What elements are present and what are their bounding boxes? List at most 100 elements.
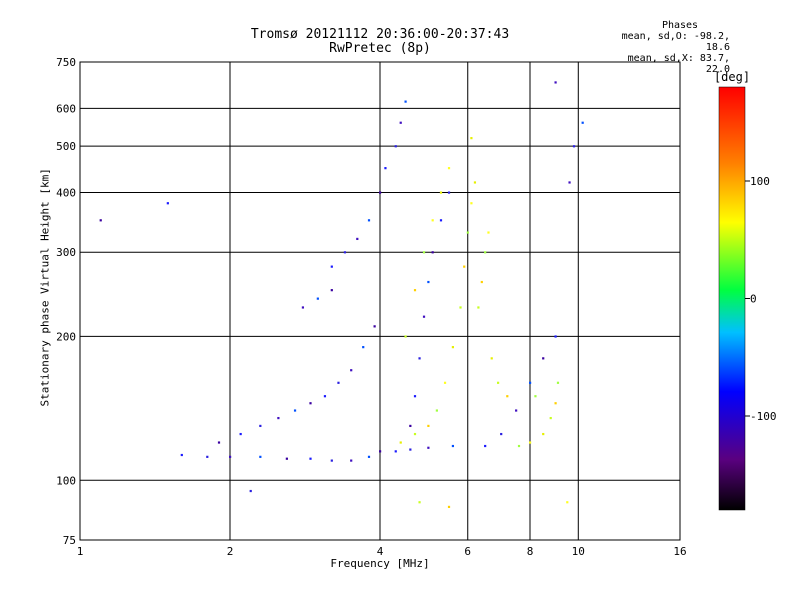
data-point-o [277,416,280,420]
data-point-x [418,501,421,504]
data-point-o [206,455,209,458]
x-tick-label: 6 [464,545,471,558]
y-tick-label: 600 [56,102,76,115]
data-point-o [409,448,412,451]
data-point-x [473,181,477,184]
data-points [99,81,584,509]
data-point-x [422,251,426,254]
plot-frame [79,61,681,541]
data-point-x [534,395,537,398]
data-point-o [337,381,340,384]
data-point-o [379,191,382,194]
data-point-x [490,357,493,360]
data-point-x [542,432,545,436]
data-point-o [447,191,451,194]
data-point-o [362,346,365,349]
data-point-o [309,457,312,460]
y-tick-label: 200 [56,330,76,343]
data-point-x [480,280,483,284]
phase-stats-box: Phases mean, sd,O: -98.2, 18.6 mean, sd,… [600,20,730,75]
data-point-o [259,455,262,458]
x-tick-label: 10 [572,545,585,558]
data-point-x [413,432,417,436]
data-point-x [466,231,469,234]
chart-title: Tromsø 20121112 20:36:00-20:37:43 [250,27,510,42]
data-point-o [356,237,359,241]
chart-subtitle: RwPretec (8p) [329,41,431,56]
data-point-o [451,444,455,448]
data-point-o [249,489,252,493]
data-point-x [447,505,451,509]
data-point-o [309,402,312,405]
colorbar-tick-label: 0 [750,293,757,306]
data-point-o [293,409,297,412]
data-point-x [463,265,466,268]
data-point-x [439,191,443,194]
data-point-x [549,416,552,420]
data-point-o [568,181,571,184]
data-point-o [239,432,242,436]
data-point-x [427,424,430,428]
data-point-o [330,459,333,462]
x-axis-ticks: 1 2 4 6 8 10 16 [77,545,687,558]
x-tick-label: 8 [527,545,534,558]
data-point-o [431,251,434,254]
data-point-o [285,457,288,460]
data-point-o [409,424,412,428]
data-point-o [554,335,557,338]
colorbar-tick-label: -100 [750,410,777,423]
data-point-o [529,381,532,384]
phase-stats-x: mean, sd,X: 83.7, 22.0 [627,53,730,75]
data-point-x [413,289,417,292]
data-point-o [367,219,371,222]
y-axis-label: Stationary phase Virtual Height [km] [38,168,52,407]
data-point-o [373,325,376,328]
data-point-x [496,381,500,384]
data-point-o [217,441,221,444]
y-axis-ticks: 75 100 200 300 400 500 600 750 [56,56,76,547]
data-point-o [515,409,518,412]
data-point-o [554,81,557,84]
data-point-o [439,219,443,222]
data-point-x [517,444,521,448]
data-point-o [484,444,487,448]
data-point-o [427,280,430,284]
x-axis-label: Frequency [MHz] [330,557,430,570]
grid-lines [80,62,680,540]
data-point-o [542,357,545,360]
data-point-x [447,167,451,170]
data-point-x [554,402,557,405]
y-tick-label: 400 [56,186,76,199]
data-point-x [431,219,434,222]
data-point-o [500,432,503,436]
data-point-o [404,100,407,103]
colorbar [718,86,746,511]
data-point-o [166,202,169,205]
data-point-x [435,409,438,412]
data-point-x [529,441,532,444]
y-tick-label: 100 [56,474,76,487]
colorbar-label: [deg] [714,70,750,84]
data-point-x [487,231,490,234]
data-point-x [506,395,509,398]
y-tick-label: 75 [63,534,76,547]
data-point-x [404,335,407,338]
data-point-o [350,369,353,372]
data-point-o [259,424,262,428]
data-point-o [99,219,102,222]
y-tick-label: 750 [56,56,76,69]
data-point-x [477,306,480,309]
data-point-o [330,289,333,292]
data-point-x [443,381,447,384]
phase-stats-header: Phases [661,20,699,31]
data-point-x [556,381,560,384]
data-point-o [418,357,421,360]
data-point-o [413,395,417,398]
data-point-o [394,450,397,453]
data-point-o [229,455,232,458]
data-point-x [484,251,487,254]
data-point-o [180,453,183,457]
data-point-o [367,455,371,458]
y-tick-label: 300 [56,246,76,259]
data-point-x [566,501,569,504]
